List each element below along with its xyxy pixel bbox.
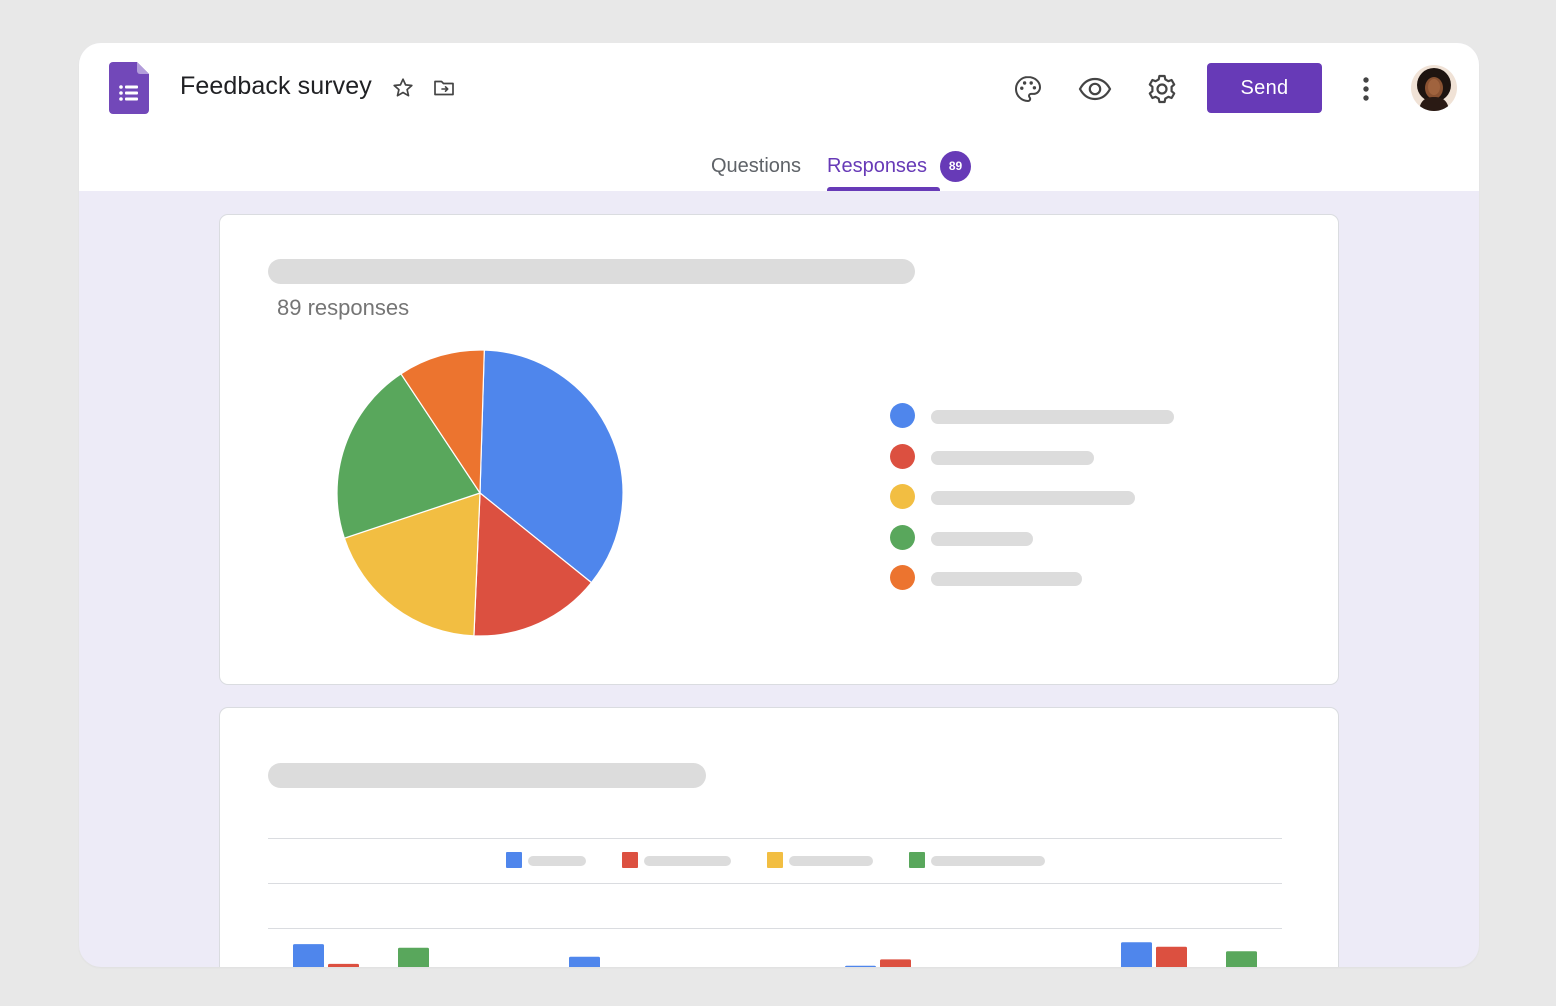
question-title-placeholder [268, 763, 706, 788]
bar-series-2-group-4[interactable] [1156, 946, 1187, 967]
tab-responses[interactable]: Responses [827, 148, 940, 191]
legend-color-dot [890, 403, 915, 428]
responses-count-badge: 89 [940, 151, 971, 182]
bar-chart [268, 838, 1282, 967]
send-button[interactable]: Send [1207, 63, 1322, 113]
legend-color-dot [890, 524, 915, 550]
pie-slice-3[interactable] [343, 492, 481, 637]
pie-slice-5[interactable] [400, 349, 485, 495]
eye-icon[interactable] [1075, 71, 1115, 107]
bar-series-4-group-1[interactable] [398, 947, 429, 967]
bar-legend-swatch [767, 852, 783, 868]
bar-legend-label-placeholder [644, 856, 731, 866]
bar-series-1-group-4[interactable] [1121, 942, 1152, 967]
palette-icon[interactable] [1008, 71, 1048, 107]
star-icon[interactable] [388, 73, 418, 103]
pie-slice-2[interactable] [473, 491, 593, 637]
bar-legend-swatch [506, 852, 522, 868]
bar-series-1-group-1[interactable] [293, 944, 324, 967]
gear-icon[interactable] [1142, 71, 1182, 107]
bar-series-2-group-1[interactable] [328, 963, 359, 967]
pie-chart [336, 349, 624, 637]
bar-series-1-group-2[interactable] [569, 956, 600, 967]
bar-legend-swatch [622, 852, 638, 868]
summary-card: 89 responses [219, 214, 1339, 685]
user-avatar[interactable] [1411, 65, 1457, 111]
question-title-placeholder [268, 259, 915, 284]
bar-legend-label-placeholder [931, 856, 1045, 866]
form-title[interactable]: Feedback survey [180, 72, 372, 100]
more-vert-icon[interactable] [1351, 71, 1381, 107]
bar-series-4-group-4[interactable] [1226, 951, 1257, 967]
form-tabs: Questions Responses 89 [79, 148, 1479, 191]
move-to-folder-icon[interactable] [429, 73, 459, 103]
legend-color-dot [890, 565, 915, 590]
active-tab-indicator [827, 187, 940, 191]
google-forms-logo-icon[interactable] [109, 62, 149, 114]
bar-series-2-group-3[interactable] [880, 959, 911, 967]
legend-color-dot [890, 484, 915, 509]
legend-label-placeholder [931, 531, 1033, 546]
bar-series-1-group-3[interactable] [845, 965, 876, 967]
response-count: 89 responses [277, 295, 410, 320]
bar-chart-card [219, 707, 1339, 967]
legend-label-placeholder [931, 450, 1094, 465]
pie-slice-4[interactable] [336, 373, 481, 539]
legend-label-placeholder [931, 491, 1135, 505]
bar-legend-label-placeholder [528, 856, 586, 866]
legend-label-placeholder [931, 410, 1174, 424]
legend-label-placeholder [931, 572, 1082, 586]
tab-responses-label: Responses [827, 155, 928, 177]
bar-legend-swatch [909, 852, 925, 868]
tab-questions[interactable]: Questions [711, 155, 802, 177]
bar-legend-label-placeholder [789, 856, 873, 866]
app-header: Feedback survey [79, 43, 1479, 191]
pie-slice-1[interactable] [479, 349, 624, 584]
forms-window: Feedback survey [79, 43, 1479, 967]
legend-color-dot [890, 443, 915, 469]
